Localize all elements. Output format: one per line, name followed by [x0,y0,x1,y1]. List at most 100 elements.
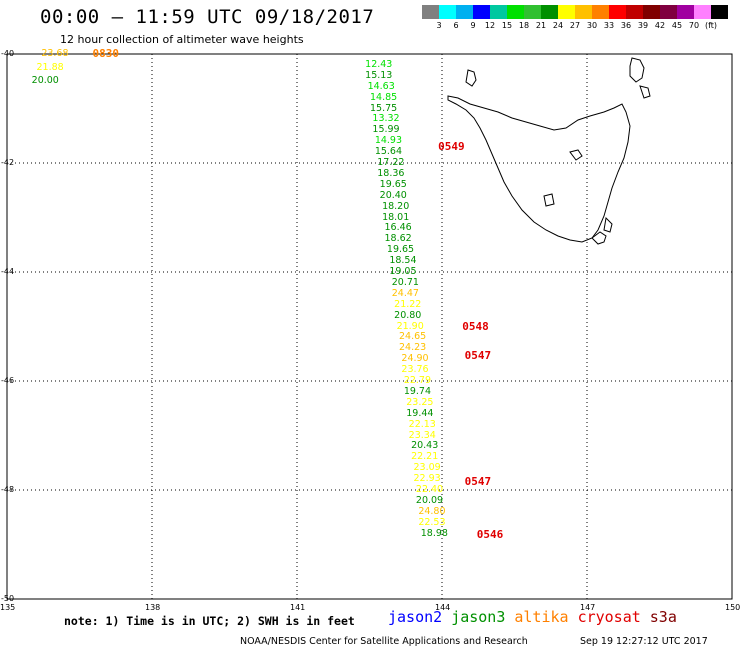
wave-height-value: 24.47 [391,287,419,299]
wave-height-value: 18.98 [420,527,448,539]
wave-height-value: 23.68 [41,48,69,59]
wave-height-value: 19.74 [403,385,432,397]
wave-height-value: 20.43 [411,440,439,452]
wave-height-value: 22.79 [403,375,432,386]
colorbar-swatch [711,5,728,19]
wave-height-value: 19.65 [386,244,415,256]
lon-tick-label: 138 [145,603,161,612]
colorbar-swatch [660,5,677,19]
graticule [7,54,732,599]
legend-item-altika: altika [514,608,569,626]
colorbar-swatch [694,5,711,19]
pass-time-label: 0547 [464,474,492,488]
lon-tick-label: 141 [290,603,306,612]
lat-tick-label: -44 [1,267,15,276]
page-subtitle: 12 hour collection of altimeter wave hei… [60,33,304,46]
wave-height-value: 12.43 [365,58,393,70]
footer: NOAA/NESDIS Center for Satellite Applica… [240,636,708,647]
wave-height-value: 18.62 [384,233,412,245]
wave-height-value: 24.23 [399,342,427,354]
colorbar-label: 24 [552,21,564,30]
legend-item-cryosat: cryosat [577,608,641,626]
colorbar-label: 15 [501,21,513,30]
pass-time-label: 0548 [462,319,489,333]
pass-time-label: 0830 [92,47,120,60]
inland-lake-outline [569,149,583,161]
colorbar-label: 39 [637,21,649,30]
bruny-island-outline [603,216,613,233]
wave-height-value: 15.64 [374,146,403,158]
colorbar-label: (ft) [704,21,718,30]
colorbar-swatch [677,5,694,19]
wave-height-value: 18.20 [382,200,410,212]
wave-height-value: 23.34 [408,429,436,441]
wave-height-value: 24.65 [399,331,427,343]
colorbar-swatch [490,5,507,19]
colorbar-swatch [558,5,575,19]
wave-height-value: 18.36 [377,167,405,179]
unit-note: note: 1) Time is in UTC; 2) SWH is in fe… [64,614,355,628]
wave-height-value: 15.99 [372,124,400,136]
wave-height-value: 13.32 [372,113,400,125]
satellite-legend: jason2 jason3 altika cryosat s3a [388,608,686,626]
colorbar-swatch [643,5,660,19]
wave-height-value: 14.93 [374,135,403,147]
colorbar-label: 36 [620,21,632,30]
lon-tick-label: 150 [725,603,740,612]
wave-height-value: 20.09 [415,494,444,506]
cape-barren-island-outline [639,85,651,99]
colorbar-swatch [439,5,456,19]
pass-time-label: 0547 [464,349,492,363]
lon-tick-label: 144 [435,603,451,612]
wave-height-value: 22.40 [415,484,444,495]
wave-height-colorbar [422,5,728,19]
footer-credit: NOAA/NESDIS Center for Satellite Applica… [240,636,528,647]
wave-height-value: 20.71 [391,276,419,288]
colorbar-label: 3 [436,21,442,30]
wave-height-value: 22.13 [408,418,436,430]
lat-tick-label: -50 [1,594,15,603]
wave-height-value: 16.46 [384,222,412,234]
colorbar-label: 45 [671,21,683,30]
colorbar-swatch [609,5,626,19]
wave-height-value: 22.93 [413,473,441,485]
wave-height-value: 20.40 [379,189,407,201]
wave-height-value: 21.90 [396,320,424,332]
wave-height-value: 23.09 [413,462,441,474]
pass-time-label: 0546 [476,527,504,541]
colorbar-label: 21 [535,21,547,30]
lon-tick-label: 147 [580,603,596,612]
colorbar-swatch [592,5,609,19]
colorbar-swatch [507,5,524,19]
lon-tick-label: 135 [0,603,16,612]
wave-height-value: 18.01 [382,211,410,223]
wave-height-value: 20.80 [394,309,422,321]
wave-height-value: 17.22 [377,157,405,168]
tasmania-coastline [447,95,631,243]
colorbar-swatch [456,5,473,19]
wave-height-value: 23.76 [401,364,429,376]
colorbar-label: 27 [569,21,581,30]
king-island-outline [465,69,477,87]
colorbar-swatch [626,5,643,19]
lat-tick-label: -42 [1,158,15,167]
colorbar-swatch [473,5,490,19]
legend-item-jason2: jason2 [388,608,443,626]
wave-height-value: 14.63 [367,80,395,92]
legend-item-s3a: s3a [649,608,677,626]
colorbar-swatch [575,5,592,19]
wave-height-value: 23.25 [406,396,434,408]
legend-item-jason3: jason3 [451,608,506,626]
maatsuyker-island-outline [591,231,607,245]
colorbar-label: 6 [453,21,459,30]
wave-height-value: 21.88 [36,61,64,73]
wave-height-value: 18.54 [389,255,417,267]
lat-tick-label: -40 [1,49,15,58]
colorbar-label: 33 [603,21,615,30]
footer-timestamp: Sep 19 12:27:12 UTC 2017 [580,636,708,647]
colorbar-label: 18 [518,21,530,30]
colorbar-label: 30 [586,21,598,30]
lat-tick-label: -46 [1,376,15,385]
wave-height-value: 22.53 [418,516,446,528]
